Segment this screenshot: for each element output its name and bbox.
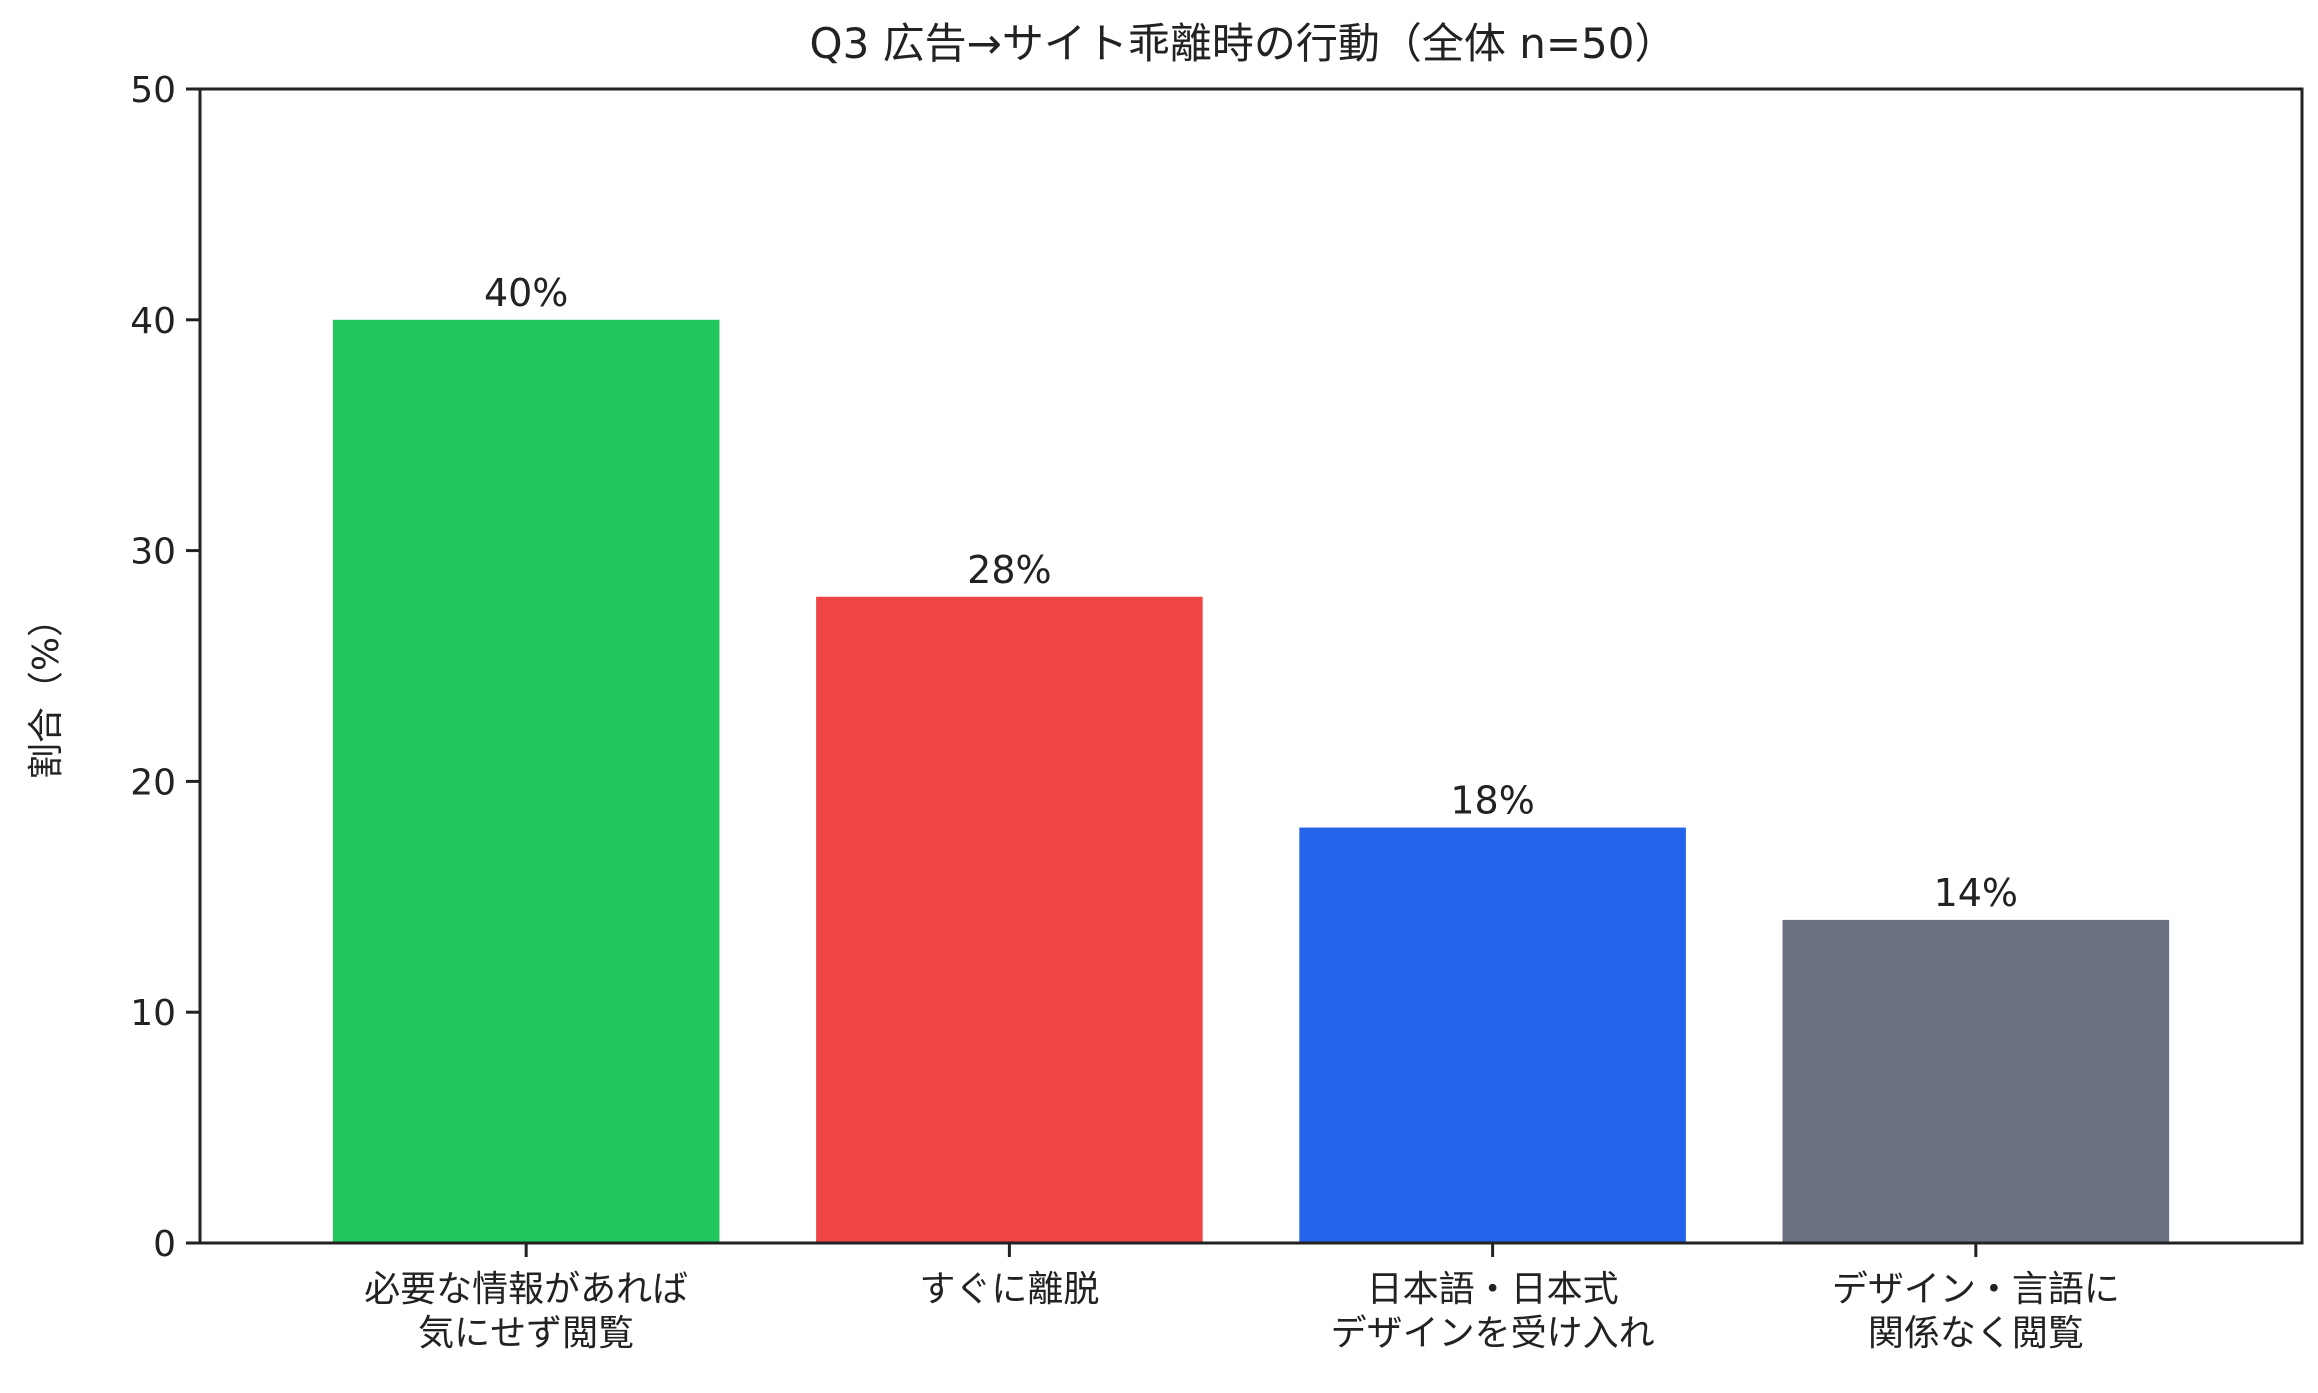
data-label: 28% (967, 548, 1051, 592)
x-tick-label: すぐに離脱 (919, 1269, 1099, 1310)
y-tick-label: 40 (130, 301, 176, 342)
y-tick-label: 0 (153, 1224, 176, 1265)
y-tick-label: 10 (130, 993, 176, 1034)
data-label: 40% (484, 271, 568, 315)
y-tick-label: 30 (130, 532, 176, 573)
y-axis-label: 割合（%） (26, 601, 67, 779)
x-tick-label: 必要な情報があれば (364, 1269, 688, 1310)
x-tick-label: 気にせず閲覧 (418, 1313, 634, 1354)
plot-frame (198, 87, 2304, 1245)
x-tick-label: デザインを受け入れ (1331, 1313, 1655, 1354)
y-tick-label: 20 (130, 762, 176, 803)
bar (816, 596, 1203, 1243)
bars-layer: 40% 28% 18% 14% (332, 271, 2170, 1243)
data-label: 18% (1450, 779, 1534, 823)
x-tick-label: デザイン・言語に (1832, 1269, 2120, 1310)
bar (1299, 827, 1686, 1243)
bar (1782, 919, 2170, 1243)
bar (332, 319, 720, 1243)
data-label: 14% (1934, 871, 2018, 915)
x-tick-label: 日本語・日本式 (1367, 1269, 1619, 1310)
y-ticks: 0 10 20 30 40 50 (130, 70, 200, 1265)
x-tick-label: 関係なく閲覧 (1868, 1313, 2084, 1354)
chart-title: Q3 広告→サイト乖離時の行動（全体 n=50） (810, 19, 1677, 68)
y-tick-label: 50 (130, 70, 176, 111)
